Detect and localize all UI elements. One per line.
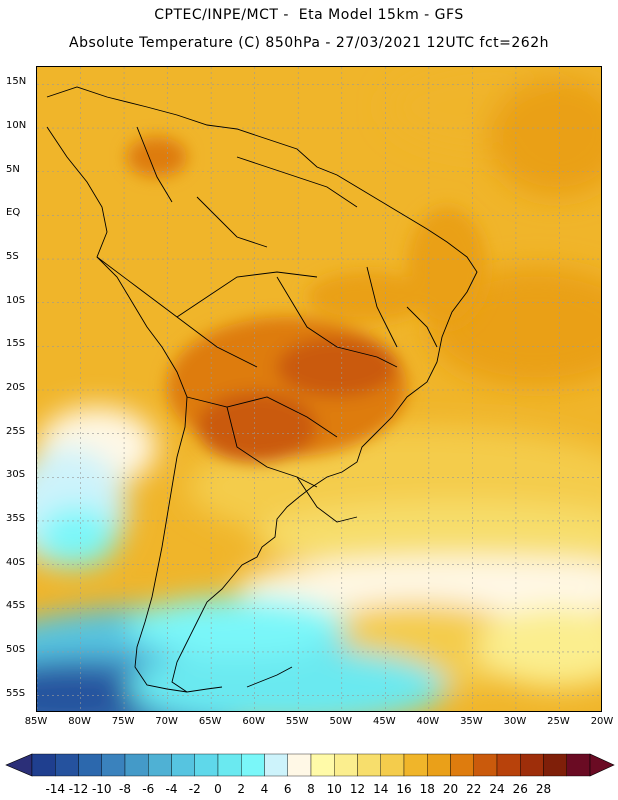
latitude-label: 50S — [6, 643, 26, 655]
colorbar-segment — [78, 753, 102, 777]
colorbar-segment — [473, 753, 498, 777]
longitude-label: 85W — [24, 716, 48, 727]
colorbar-tick-label: 16 — [396, 782, 412, 796]
chart-title-line1: CPTEC/INPE/MCT - Eta Model 15km - GFS — [154, 7, 464, 23]
latitude-label: 20S — [6, 382, 26, 393]
colorbar-segment — [171, 753, 195, 777]
colorbar-segment — [520, 753, 544, 777]
colorbar-tick-label: 14 — [373, 782, 389, 796]
colorbar-tick-label: 18 — [419, 782, 435, 796]
colorbar-segment — [427, 753, 451, 777]
latitude-label: 15N — [6, 76, 27, 88]
longitude-label: 75W — [111, 716, 135, 727]
colorbar-segment — [287, 753, 312, 777]
latitude-label: 45S — [6, 600, 26, 612]
latitude-label: 5N — [6, 163, 20, 175]
longitude-label: 30W — [503, 716, 527, 727]
map-panel — [36, 66, 602, 712]
colorbar-tick-label: 24 — [489, 782, 505, 796]
colorbar-tick-label: 0 — [214, 782, 222, 796]
longitude-label: 25W — [547, 716, 570, 727]
colorbar-segment — [241, 753, 265, 777]
colorbar-tick-label: -2 — [188, 782, 201, 796]
colorbar-segment — [101, 753, 126, 777]
latitude-label: 30S — [6, 469, 26, 481]
longitude-label: 80W — [68, 716, 91, 727]
graticule — [37, 67, 601, 711]
colorbar-segment — [543, 753, 567, 777]
colorbar-tick-label: 20 — [442, 782, 459, 796]
coastline — [46, 86, 478, 693]
colorbar-tick-label: 28 — [535, 782, 552, 796]
colorbar-tick-label: 6 — [283, 782, 292, 796]
latitude-label: 10S — [6, 294, 26, 306]
longitude-label: 60W — [242, 716, 265, 727]
colorbar-segment — [31, 753, 56, 777]
colorbar-segment — [194, 753, 219, 777]
colorbar-segment — [217, 753, 242, 777]
colorbar-tick-label: 4 — [260, 782, 269, 796]
colorbar-segment — [334, 753, 358, 777]
longitude-label: 20W — [590, 716, 614, 727]
colorbar-segment — [403, 753, 428, 777]
colorbar-tick-label: -14 — [45, 782, 66, 796]
latitude-label: 35S — [6, 512, 26, 524]
colorbar-segment — [450, 753, 474, 777]
latitude-label: 5S — [6, 251, 19, 263]
longitude-label: 35W — [460, 716, 483, 727]
colorbar-tick-label: 12 — [349, 782, 366, 796]
colorbar-segment — [496, 753, 521, 777]
colorbar-tick-label: -6 — [142, 782, 155, 796]
colorbar-low-arrow — [5, 753, 33, 777]
temperature-map — [37, 67, 601, 711]
colorbar-segment — [357, 753, 381, 777]
colorbar-tick-label: -4 — [165, 782, 178, 796]
colorbar-high-arrow — [589, 753, 615, 777]
colorbar-segment — [566, 753, 591, 777]
colorbar-segment — [148, 753, 172, 777]
longitude-label: 55W — [285, 716, 309, 727]
colorbar-tick-label: -10 — [91, 782, 112, 796]
colorbar-tick-label: 26 — [512, 782, 528, 796]
latitude-label: 15S — [6, 338, 26, 350]
colorbar-segment — [264, 753, 288, 777]
colorbar-tick-label: -8 — [119, 782, 131, 796]
color-scale-bar — [5, 753, 615, 777]
latitude-label: 10N — [6, 120, 27, 132]
colorbar-segment — [55, 753, 79, 777]
longitude-label: 65W — [198, 716, 222, 727]
colorbar-tick-label: 2 — [237, 782, 246, 796]
longitude-label: 40W — [416, 716, 440, 727]
colorbar-segment — [310, 753, 335, 777]
latitude-label: 25S — [6, 425, 26, 437]
chart-title-line2: Absolute Temperature (C) 850hPa - 27/03/… — [69, 35, 549, 51]
colorbar-tick-label: 22 — [466, 782, 482, 796]
colorbar-tick-label: -12 — [68, 782, 89, 796]
colorbar-segment — [380, 753, 405, 777]
longitude-label: 50W — [329, 716, 353, 727]
colorbar-segment — [124, 753, 149, 777]
colorbar-tick-label: 8 — [307, 782, 315, 796]
latitude-label: 55S — [6, 687, 26, 699]
longitude-label: 70W — [155, 716, 178, 727]
latitude-label: 40S — [6, 556, 26, 568]
latitude-label: EQ — [6, 207, 21, 219]
colorbar-tick-label: 10 — [326, 782, 342, 796]
longitude-label: 45W — [372, 716, 396, 727]
